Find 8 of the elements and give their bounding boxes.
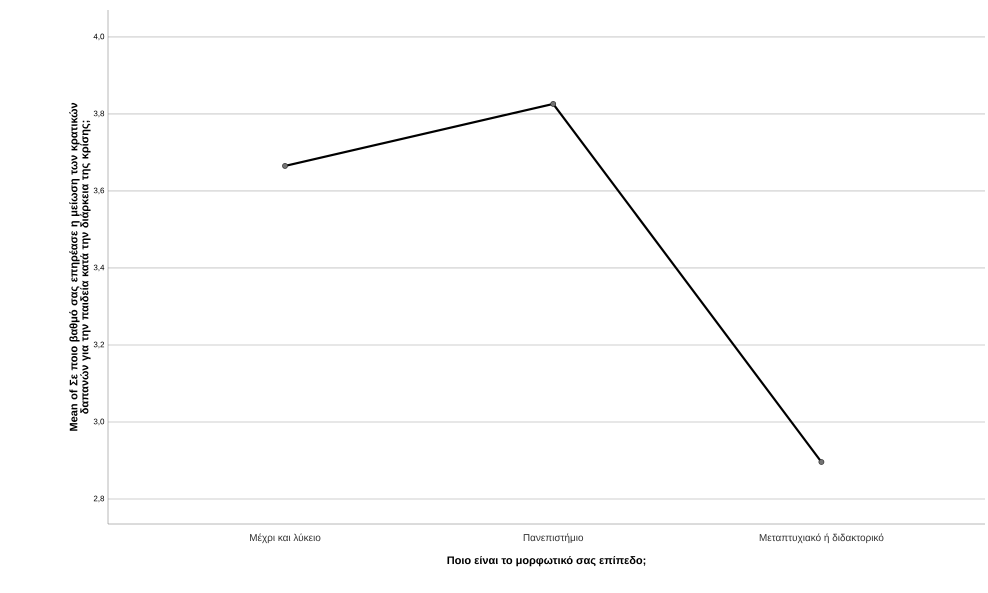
- point: [282, 163, 288, 169]
- point: [550, 101, 556, 107]
- x-tick-label: Μεταπτυχιακό ή διδακτορικό: [760, 534, 884, 544]
- y-axis-title: Mean of Σε ποιο βαθμό σας επηρέασε η μείωση των κρατικών δαπανών για την παιδεία κατά την διάρκεια της κρίσης;: [69, 102, 91, 431]
- x-tick-label: Μέχρι και λύκειο: [250, 534, 320, 544]
- x-tick-label: Πανεπιστήμιο: [524, 534, 584, 544]
- x-axis-title: Ποιο είναι το μορφωτικό σας επίπεδο;: [448, 556, 646, 566]
- point: [818, 459, 824, 465]
